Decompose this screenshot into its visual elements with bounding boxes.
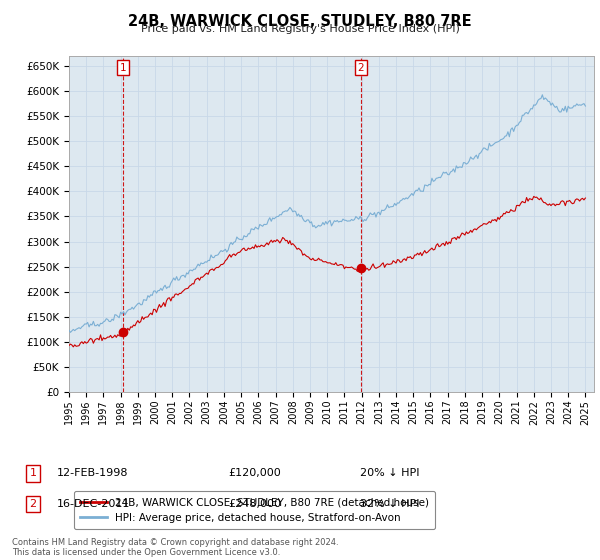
Text: 2: 2 [29,499,37,509]
Text: 16-DEC-2011: 16-DEC-2011 [57,499,130,509]
Text: 32% ↓ HPI: 32% ↓ HPI [360,499,419,509]
Text: £120,000: £120,000 [228,468,281,478]
Text: 12-FEB-1998: 12-FEB-1998 [57,468,128,478]
Legend: 24B, WARWICK CLOSE, STUDLEY, B80 7RE (detached house), HPI: Average price, detac: 24B, WARWICK CLOSE, STUDLEY, B80 7RE (de… [74,491,435,529]
Text: 2: 2 [358,63,364,73]
Text: 20% ↓ HPI: 20% ↓ HPI [360,468,419,478]
Text: Contains HM Land Registry data © Crown copyright and database right 2024.
This d: Contains HM Land Registry data © Crown c… [12,538,338,557]
Text: Price paid vs. HM Land Registry's House Price Index (HPI): Price paid vs. HM Land Registry's House … [140,24,460,34]
Text: £248,000: £248,000 [228,499,281,509]
Text: 24B, WARWICK CLOSE, STUDLEY, B80 7RE: 24B, WARWICK CLOSE, STUDLEY, B80 7RE [128,14,472,29]
Text: 1: 1 [29,468,37,478]
Text: 1: 1 [119,63,126,73]
